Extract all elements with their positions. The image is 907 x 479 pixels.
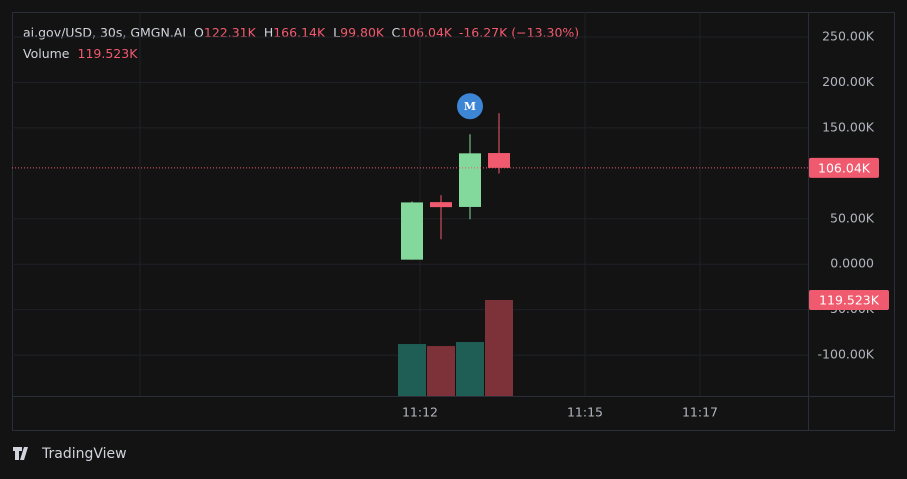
volume-bar [456,342,484,396]
x-tick-label: 11:12 [402,405,438,420]
volume-value-box [809,290,889,310]
y-tick-label: 0.0000 [830,256,874,271]
legend-value: 106.04K [400,25,453,40]
candle-body [459,153,481,207]
legend-key: H [264,25,273,40]
legend-change: -16.27K (−13.30%) [459,25,579,40]
legend-value: 166.14K [273,25,326,40]
legend-value: 99.80K [340,25,385,40]
brand-logo [13,447,28,460]
annotation-label: M [464,100,476,113]
last-price-label: 106.04K [818,160,871,175]
brand: TradingView [13,446,127,462]
legend-key: O [194,25,204,40]
annotation-marker [457,93,483,120]
y-tick-label: 200.00K [822,74,875,89]
legend-value: 122.31K [204,25,257,40]
volume-legend-name: Volume [23,46,70,61]
candle-body [430,202,452,208]
last-price-box [809,157,879,178]
x-tick-label: 11:15 [567,405,603,420]
y-tick-label: 50.00K [830,210,875,225]
volume-bar [485,300,513,396]
volume-bar [427,346,455,396]
y-tick-label: 250.00K [822,28,875,43]
brand-name: TradingView [41,446,127,462]
legend-title: ai.gov/USD, 30s, GMGN.AI O122.31K H166.14K… [23,25,579,40]
legend-key: L [333,25,340,40]
x-tick-label: 11:17 [682,405,718,420]
legend-title-text: ai.gov/USD, 30s, GMGN.AI [23,25,186,40]
legend-header: ai.gov/USD, 30s, GMGN.AI O122.31K H166.14K… [23,25,579,61]
candle-body [401,202,423,260]
volume-value-label: 119.523K [819,293,880,308]
y-tick-label: -100.00K [818,347,875,362]
volume-bar [398,344,426,396]
candle-body [488,153,510,168]
legend-key: C [391,25,400,40]
y-tick-label: 150.00K [822,119,875,134]
volume-legend: Volume 119.523K [23,46,138,61]
volume-legend-value: 119.523K [78,46,139,61]
